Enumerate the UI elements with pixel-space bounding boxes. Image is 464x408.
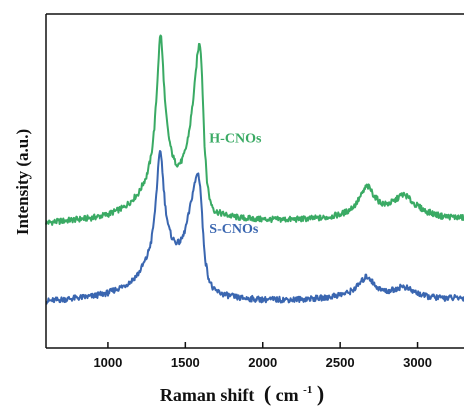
x-tick-label-3000: 3000 [403,355,432,370]
x-axis-title: Raman shift ( cm -1 ) [160,377,324,406]
y-axis-title: Intensity (a.u.) [13,129,32,235]
x-axis-title-open-paren: ( [264,381,271,406]
axis-layer [45,13,464,349]
x-tick-label-1500: 1500 [171,355,200,370]
x-axis-title-unit-exponent: -1 [303,384,312,396]
x-tick-label-2500: 2500 [326,355,355,370]
series-label-s-cnos: S-CNOs [209,222,259,237]
x-tick-label-1000: 1000 [93,355,122,370]
tick-layer: 1000 1500 2000 2500 3000 [93,342,432,370]
x-axis-title-close-paren: ) [317,381,324,406]
series-line-h-cnos [45,34,464,226]
x-tick-label-2000: 2000 [248,355,277,370]
plot-layer: H-CNOs S-CNOs [45,34,464,305]
series-label-h-cnos: H-CNOs [209,132,262,147]
x-axis-title-unit: cm [276,385,299,405]
x-axis-title-main: Raman shift [160,385,255,405]
series-line-s-cnos [45,150,464,305]
